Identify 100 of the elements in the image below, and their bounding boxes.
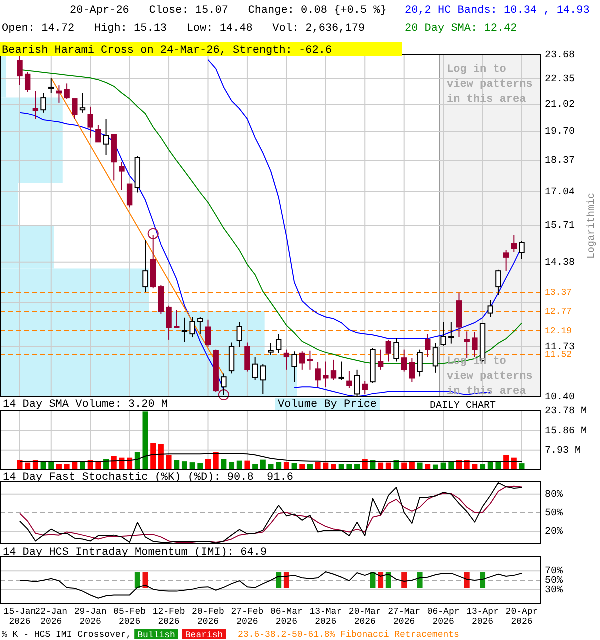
y-tick-label: 15.86 M	[545, 426, 588, 438]
candlestick	[488, 300, 494, 318]
bar	[440, 462, 446, 470]
bar	[331, 464, 336, 470]
line-series	[20, 572, 522, 599]
candlestick	[511, 234, 518, 253]
legend-title: % K - HCS IMI Crossover,	[2, 630, 132, 640]
candlestick	[96, 124, 102, 143]
bar	[276, 462, 282, 470]
bar	[134, 452, 140, 470]
candlestick	[174, 310, 180, 328]
bar	[229, 462, 235, 470]
bar	[386, 462, 392, 470]
bar	[25, 462, 31, 470]
chart-subtitle: Open: 14.72 High: 15.13 Low: 14.48 Vol: 2,636,179	[2, 23, 366, 35]
x-tick-label: 12-Feb 2026	[152, 607, 186, 627]
y-tick-label: 18.37	[545, 156, 576, 168]
text: 23.6-38.2-50-61.8% Fibonacci Retracements	[238, 630, 460, 640]
candlestick	[346, 370, 352, 389]
bar	[166, 455, 172, 470]
line-series	[20, 453, 522, 463]
candlestick	[198, 316, 204, 335]
x-tick-label: 06-Mar 2026	[270, 607, 303, 627]
candlestick	[268, 342, 274, 356]
x-tick-label: 15-Jan 2026	[4, 607, 36, 627]
y-tick-label: 10.40	[545, 392, 576, 404]
bar	[346, 464, 352, 470]
bar	[252, 464, 258, 470]
bar	[150, 443, 156, 470]
candlestick	[190, 316, 196, 338]
y-tick-label: 22.35	[545, 74, 576, 86]
candlestick	[166, 305, 172, 340]
candlestick	[260, 364, 266, 395]
y-tick-label: 20%	[545, 527, 564, 538]
y-axis-title: Logarithmic	[586, 192, 598, 260]
x-tick-label: 13-Apr 2026	[466, 607, 499, 627]
bar	[292, 463, 298, 470]
bar	[472, 464, 478, 470]
candlestick	[48, 78, 54, 94]
x-tick-label: 27-Feb 2026	[231, 607, 264, 627]
bar	[307, 464, 313, 470]
candlestick	[440, 322, 446, 346]
candlestick	[496, 269, 502, 296]
bar	[236, 460, 242, 470]
annotation: Log in to view patterns in this area	[447, 64, 533, 106]
x-tick-label: 20-Feb 2026	[192, 607, 224, 627]
chart-title: 14 Day HCS Intraday Momentum (IMI): 64.9	[3, 547, 268, 559]
bar	[244, 460, 250, 470]
candlestick	[103, 118, 110, 156]
annotation: DAILY CHART	[430, 401, 496, 412]
candlestick	[448, 322, 454, 344]
bar	[174, 460, 180, 470]
x-tick-label: 13-Mar 2026	[310, 607, 342, 627]
candlestick	[72, 98, 78, 120]
candlestick	[323, 361, 329, 388]
chart-title: 14 Day Fast Stochastic (%K) (%D): 90.8 91.6	[3, 472, 294, 484]
x-tick-label: 20-Mar 2026	[348, 607, 382, 627]
candlestick	[300, 351, 306, 370]
candlestick	[401, 349, 408, 372]
y-tick-label: 19.70	[545, 127, 576, 138]
y-tick-label: 23.78 M	[545, 406, 588, 418]
bar	[56, 464, 62, 470]
x-tick-label: 06-Apr 2026	[427, 607, 460, 627]
chart-title: 20-Apr-26 Close: 15.07 Change: 0.08 {+0.5 %}	[70, 5, 387, 17]
candlestick	[182, 317, 188, 343]
bar	[198, 463, 204, 470]
bar	[284, 462, 290, 470]
candlestick	[330, 359, 337, 381]
bar	[354, 464, 360, 470]
bar	[260, 460, 266, 470]
candlestick	[40, 92, 46, 114]
bar	[323, 462, 329, 470]
y-tick-label: 80%	[545, 490, 564, 502]
y-tick-label: 50%	[545, 508, 564, 520]
annotation: Volume By Price	[278, 399, 378, 411]
candlestick	[394, 338, 400, 362]
candlestick	[244, 342, 250, 372]
candlestick	[472, 332, 478, 358]
y-tick-label: 21.02	[545, 100, 576, 112]
candlestick	[119, 162, 125, 191]
x-tick-label: 27-Mar 2026	[388, 607, 421, 627]
bar	[315, 462, 321, 470]
bar	[378, 462, 384, 470]
candlestick	[88, 106, 94, 138]
bar	[190, 462, 196, 470]
candlestick	[519, 240, 525, 260]
candlestick	[24, 72, 31, 93]
ref-line-label: 12.77	[545, 307, 572, 318]
bar	[338, 464, 344, 470]
x-tick-label: 05-Feb 2026	[114, 607, 146, 627]
text: 20 Day SMA: 12.42	[405, 23, 518, 35]
candlestick	[362, 380, 368, 395]
y-tick-label: 14.38	[545, 258, 576, 269]
bar	[213, 452, 219, 470]
candlestick	[503, 250, 510, 272]
y-tick-label: 23.68	[545, 50, 576, 62]
candlestick	[386, 339, 392, 362]
y-tick-label: 15.71	[545, 221, 576, 232]
candlestick	[17, 56, 23, 86]
x-tick-label: 29-Jan 2026	[74, 607, 107, 627]
